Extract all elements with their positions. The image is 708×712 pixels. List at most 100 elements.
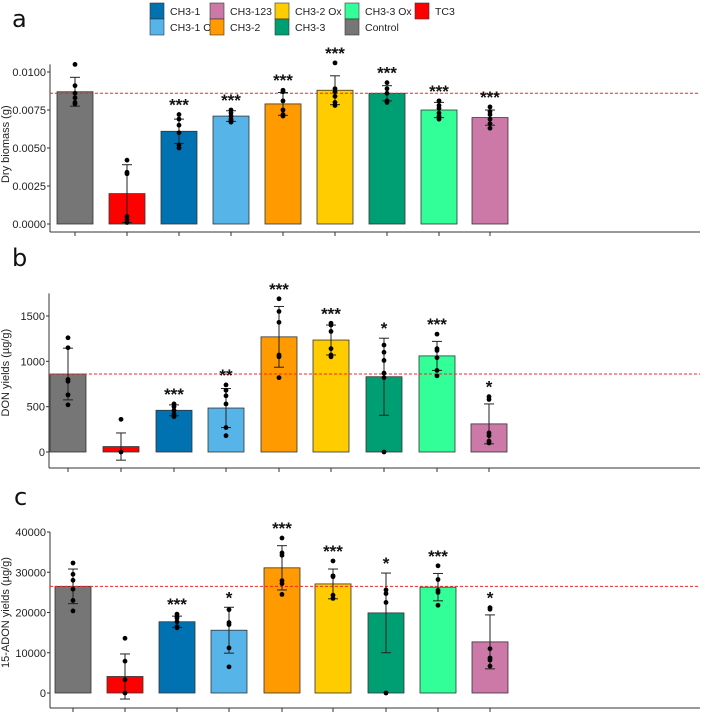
data-point xyxy=(176,145,182,151)
data-point xyxy=(279,535,285,541)
legend-swatch xyxy=(149,18,165,36)
legend-swatch xyxy=(209,2,225,20)
data-point xyxy=(332,89,338,95)
data-point xyxy=(280,89,286,95)
data-point xyxy=(381,370,387,376)
data-point xyxy=(487,112,493,117)
legend-swatch xyxy=(149,2,165,20)
data-point xyxy=(435,577,441,582)
y-tick-label: 0.0000 xyxy=(12,219,46,231)
legend-swatch xyxy=(344,2,360,20)
data-point xyxy=(487,646,493,652)
data-point xyxy=(381,358,387,363)
data-point xyxy=(279,552,285,558)
data-point xyxy=(276,354,282,360)
significance-label: * xyxy=(487,589,494,608)
data-point xyxy=(176,112,182,117)
panels: a 0.0000 0.0025 0.0050 0.0075 0.0100 Dry bioma… xyxy=(0,5,700,712)
panel-c: c 0 10000 20000 30000 40000 15-ADON yields (µg… xyxy=(0,483,700,712)
data-point xyxy=(276,296,282,302)
significance-label: *** xyxy=(429,82,449,101)
data-point xyxy=(124,157,130,163)
data-point xyxy=(383,690,389,696)
legend-label: CH3-1 Ox xyxy=(170,22,217,34)
data-point xyxy=(70,577,76,583)
data-point xyxy=(65,402,71,408)
data-point xyxy=(280,107,286,113)
y-tick-label: 0.0100 xyxy=(12,67,46,79)
legend-label: CH3-3 xyxy=(295,22,326,34)
legend-swatch xyxy=(209,18,225,36)
significance-label: * xyxy=(383,554,390,573)
data-point xyxy=(487,663,493,669)
data-point xyxy=(434,348,440,353)
data-point xyxy=(330,596,336,601)
bar-ch3-2-ox xyxy=(316,89,354,225)
data-point xyxy=(486,433,492,439)
data-point xyxy=(436,116,442,122)
y-tick-label: 500 xyxy=(27,402,45,414)
significance-label: *** xyxy=(321,304,341,323)
y-tick-label: 40000 xyxy=(15,527,46,539)
y-tick-label: 30000 xyxy=(15,567,46,579)
y-axis-label: Dry biomass (g) xyxy=(0,105,12,183)
data-point xyxy=(276,319,282,325)
data-point xyxy=(70,608,76,614)
significance-label: *** xyxy=(480,88,500,107)
legend-swatch xyxy=(274,18,290,36)
data-point xyxy=(223,401,229,407)
data-point xyxy=(72,83,78,89)
data-point xyxy=(383,587,389,593)
data-point xyxy=(280,98,286,104)
data-point xyxy=(330,574,336,580)
data-point xyxy=(65,345,71,351)
data-point xyxy=(436,106,442,111)
data-point xyxy=(381,375,387,381)
significance-label: * xyxy=(381,319,388,338)
data-point xyxy=(223,393,229,399)
data-point xyxy=(174,619,180,625)
data-point xyxy=(276,309,282,314)
significance-label: *** xyxy=(377,64,397,83)
y-tick-label: 10000 xyxy=(15,648,46,660)
data-point xyxy=(226,664,232,670)
data-point xyxy=(171,404,177,410)
significance-label: *** xyxy=(272,519,292,538)
bar-ch3-1 xyxy=(158,621,196,694)
data-point xyxy=(65,335,71,341)
data-point xyxy=(72,95,78,101)
data-point xyxy=(279,591,285,597)
significance-label: *** xyxy=(273,71,293,90)
data-point xyxy=(124,171,130,177)
data-point xyxy=(332,93,338,99)
data-point xyxy=(383,600,389,605)
data-point xyxy=(122,658,128,664)
data-point xyxy=(70,586,76,592)
data-point xyxy=(332,60,338,66)
data-point xyxy=(330,558,336,564)
data-point xyxy=(280,113,286,119)
data-point xyxy=(279,581,285,586)
bar-ch3-123 xyxy=(471,117,509,225)
legend-label: CH3-123 xyxy=(230,6,272,18)
legend-label: Control xyxy=(365,22,399,34)
y-tick-label: 1000 xyxy=(21,356,45,368)
data-point xyxy=(65,378,71,384)
significance-label: *** xyxy=(269,280,289,299)
legend-label: CH3-2 Ox xyxy=(295,6,342,18)
significance-label: *** xyxy=(164,385,184,404)
data-point xyxy=(176,116,182,122)
legend-label: TC3 xyxy=(435,6,455,18)
data-point xyxy=(171,407,177,413)
data-point xyxy=(72,101,78,107)
data-point xyxy=(328,346,334,352)
data-point xyxy=(384,90,390,96)
significance-label: *** xyxy=(325,44,345,63)
significance-label: *** xyxy=(427,315,447,334)
data-point xyxy=(435,602,441,608)
data-point xyxy=(381,349,387,355)
data-point xyxy=(70,560,76,566)
data-point xyxy=(487,606,493,612)
